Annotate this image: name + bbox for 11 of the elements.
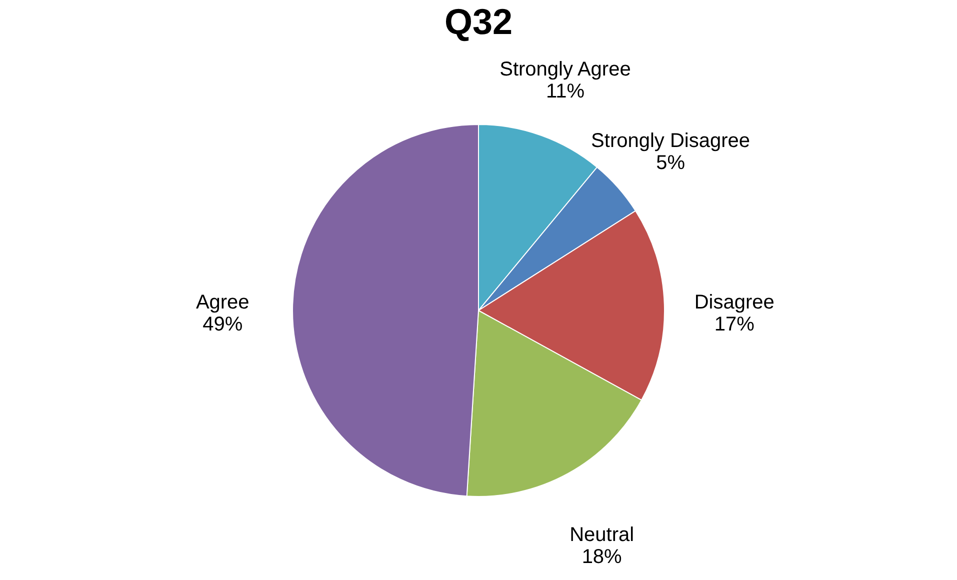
slice-label: Disagree — [694, 291, 774, 314]
data-label: 49% — [202, 313, 243, 336]
data-label: 5% — [656, 152, 686, 174]
slice-label: Strongly Agree — [500, 58, 631, 81]
data-label: 17% — [714, 313, 755, 336]
slice-label: Neutral — [570, 524, 634, 546]
data-label: 18% — [582, 546, 622, 568]
data-label: 11% — [546, 80, 585, 103]
slice-label: Agree — [196, 291, 250, 314]
slice-label: Strongly Disagree — [591, 130, 750, 152]
chart-title: Q32 — [444, 1, 513, 42]
